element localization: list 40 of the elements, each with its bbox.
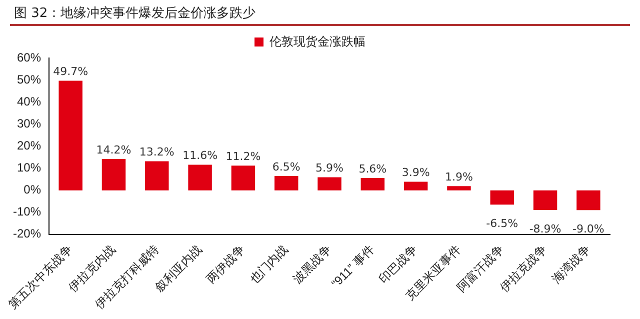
- y-tick-label: 40%: [16, 94, 42, 108]
- data-label: 11.6%: [182, 149, 218, 162]
- data-label: 13.2%: [139, 146, 174, 159]
- bar: [318, 177, 342, 190]
- x-tick-label: 也门内战: [246, 242, 291, 286]
- bar: [404, 182, 428, 190]
- bar: [576, 190, 600, 210]
- data-label: -6.5%: [486, 217, 518, 230]
- x-tick-label: 海湾战争: [549, 242, 593, 286]
- legend-label: 伦敦现货金涨跌幅: [270, 34, 366, 48]
- y-tick-label: -10%: [13, 204, 42, 219]
- data-label: -9.0%: [572, 222, 604, 236]
- y-tick-label: 20%: [16, 138, 42, 153]
- data-label: 5.6%: [358, 162, 387, 176]
- chart-title: 图 32：地缘冲突事件爆发后金价涨多跌少: [10, 4, 630, 26]
- y-tick-label: 30%: [16, 116, 42, 130]
- x-tick-label: 两伊战争: [204, 242, 248, 286]
- bar: [231, 166, 256, 190]
- data-label: 1.9%: [444, 170, 473, 184]
- bar: [188, 164, 212, 190]
- y-tick-label: 50%: [16, 72, 42, 86]
- bar: [274, 176, 298, 190]
- bar: [360, 178, 385, 190]
- y-tick-label: 60%: [16, 50, 42, 64]
- y-tick-label: 0%: [24, 182, 42, 197]
- data-label: 3.9%: [402, 166, 430, 180]
- bar: [102, 159, 126, 190]
- bar: [58, 80, 82, 190]
- y-tick-label: 10%: [16, 160, 42, 175]
- bar: [145, 161, 169, 190]
- data-label: 11.2%: [226, 150, 261, 163]
- bar: [447, 186, 471, 190]
- bar: [490, 190, 514, 205]
- data-label: 49.7%: [53, 65, 88, 78]
- y-tick-label: -20%: [13, 226, 42, 241]
- data-label: 6.5%: [272, 160, 300, 174]
- data-label: -8.9%: [529, 222, 562, 236]
- data-label: 14.2%: [96, 143, 132, 156]
- data-label: 5.9%: [316, 162, 344, 175]
- bar: [533, 190, 558, 210]
